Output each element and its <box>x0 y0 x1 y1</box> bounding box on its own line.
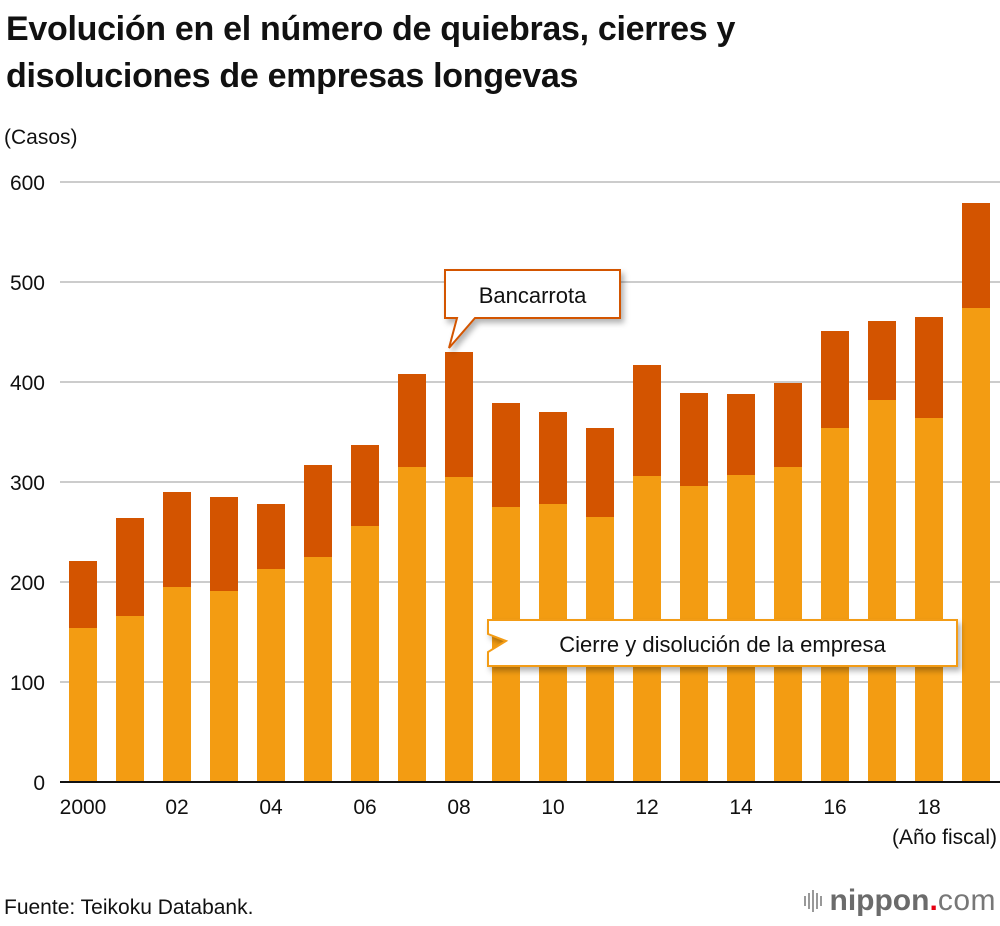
bar-bankruptcy-2001 <box>116 518 144 616</box>
x-axis-ticks: 2000 02 04 06 08 10 12 14 16 18 <box>60 796 941 819</box>
bar-bankruptcy-2002 <box>163 492 191 587</box>
bar-closure-2017 <box>868 400 896 782</box>
x-axis-unit-label: (Año fiscal) <box>891 826 997 849</box>
callout-bancarrota: Bancarrota <box>444 269 621 349</box>
y-tick-label: 200 <box>10 572 45 595</box>
bar-closure-2005 <box>304 557 332 782</box>
bar-bankruptcy-2011 <box>586 428 614 517</box>
bar-closure-2016 <box>821 428 849 782</box>
x-tick-label: 04 <box>259 796 283 819</box>
chart-title: Evolución en el número de quiebras, cier… <box>6 6 735 100</box>
y-axis-ticks: 0 100 200 300 400 500 600 <box>10 172 45 795</box>
bar-bankruptcy-2013 <box>680 393 708 486</box>
bar-bankruptcy-2010 <box>539 412 567 504</box>
x-tick-label: 02 <box>165 796 188 819</box>
bars <box>69 203 990 782</box>
bar-closure-2004 <box>257 569 285 782</box>
gridlines <box>60 181 1000 683</box>
y-tick-label: 500 <box>10 272 45 295</box>
bar-bankruptcy-2008 <box>445 352 473 477</box>
bar-bankruptcy-2007 <box>398 374 426 467</box>
callout-cierre-box <box>487 619 958 667</box>
bar-bankruptcy-2003 <box>210 497 238 591</box>
bar-bankruptcy-2006 <box>351 445 379 526</box>
bar-closure-2002 <box>163 587 191 782</box>
x-tick-label: 10 <box>541 796 564 819</box>
bar-closure-2008 <box>445 477 473 782</box>
y-tick-label: 300 <box>10 472 45 495</box>
y-tick-label: 600 <box>10 172 45 195</box>
x-tick-label: 18 <box>917 796 940 819</box>
source-note: Fuente: Teikoku Databank. <box>4 896 254 919</box>
bar-closure-2019 <box>962 308 990 782</box>
y-axis-unit-label: (Casos) <box>4 126 78 149</box>
x-tick-label: 16 <box>823 796 846 819</box>
bar-closure-2001 <box>116 616 144 782</box>
bar-bankruptcy-2009 <box>492 403 520 507</box>
x-tick-label: 14 <box>729 796 753 819</box>
bar-bankruptcy-2018 <box>915 317 943 418</box>
bar-bankruptcy-2017 <box>868 321 896 400</box>
logo-name: nippon <box>829 884 930 917</box>
bar-closure-2007 <box>398 467 426 782</box>
y-tick-label: 100 <box>10 672 45 695</box>
bar-bankruptcy-2015 <box>774 383 802 467</box>
x-tick-label: 12 <box>635 796 658 819</box>
bar-bankruptcy-2000 <box>69 561 97 628</box>
callout-bancarrota-label: Bancarrota <box>479 283 587 308</box>
bar-bankruptcy-2005 <box>304 465 332 557</box>
bar-closure-2000 <box>69 628 97 782</box>
bar-bankruptcy-2014 <box>727 394 755 475</box>
bar-bankruptcy-2019 <box>962 203 990 308</box>
nippon-logo: nippon. com <box>803 884 997 918</box>
bar-bankruptcy-2012 <box>633 365 661 476</box>
callout-cierre: Cierre y disolución de la empresa <box>487 619 958 667</box>
callout-cierre-label: Cierre y disolución de la empresa <box>559 632 886 657</box>
sound-bars-icon <box>803 890 822 912</box>
y-tick-label: 400 <box>10 372 45 395</box>
x-tick-label: 2000 <box>60 796 107 819</box>
x-tick-label: 06 <box>353 796 376 819</box>
bar-bankruptcy-2004 <box>257 504 285 569</box>
callouts: Bancarrota Cierre y disolución de la emp… <box>444 269 958 667</box>
chart-title-line-2: disoluciones de empresas longevas <box>6 57 579 95</box>
y-tick-label: 0 <box>33 772 45 795</box>
logo-tld: com <box>937 884 996 917</box>
callout-bancarrota-box <box>444 269 621 349</box>
bar-closure-2018 <box>915 418 943 782</box>
bar-closure-2003 <box>210 591 238 782</box>
logo-dot: . <box>929 884 938 917</box>
bar-bankruptcy-2016 <box>821 331 849 428</box>
bar-closure-2006 <box>351 526 379 782</box>
x-tick-label: 08 <box>447 796 470 819</box>
chart-title-line-1: Evolución en el número de quiebras, cier… <box>6 10 736 48</box>
